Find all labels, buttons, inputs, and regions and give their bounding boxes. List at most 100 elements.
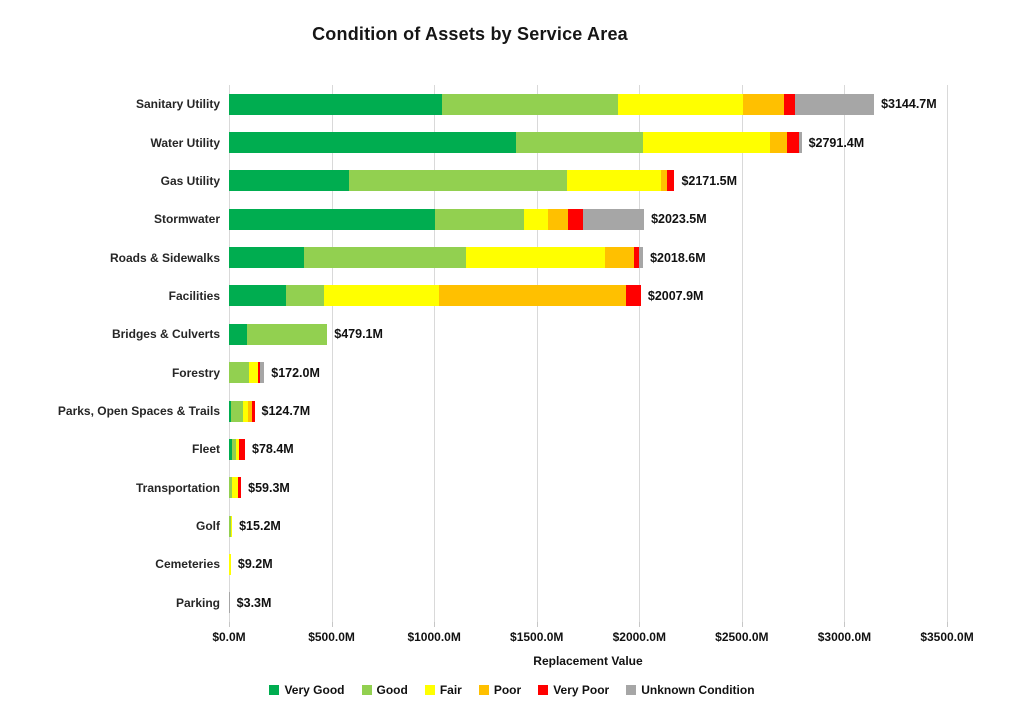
bar-row-parks-open-spaces-trails: Parks, Open Spaces & Trails $124.7M	[0, 392, 1024, 430]
bar-row-stormwater: Stormwater $2023.5M	[0, 200, 1024, 238]
x-axis-tick-label: $1500.0M	[510, 630, 564, 644]
segment-good	[442, 93, 618, 115]
segment-good	[231, 438, 236, 460]
category-label: Fleet	[191, 442, 220, 457]
legend-label: Unknown Condition	[641, 683, 755, 697]
segment-unknown-condition	[582, 208, 645, 230]
segment-very-poor	[568, 208, 583, 230]
segment-very-good	[229, 323, 247, 345]
axis-tick	[741, 622, 743, 627]
segment-good	[229, 477, 233, 499]
segment-good	[231, 400, 243, 422]
category-label: Parks, Open Spaces & Trails	[57, 404, 220, 419]
segment-fair	[242, 400, 249, 422]
category-label: Bridges & Culverts	[111, 327, 220, 342]
category-label: Stormwater	[153, 212, 220, 227]
segment-fair	[229, 553, 231, 575]
total-value-label: $124.7M	[261, 404, 311, 419]
bar-row-bridges-culverts: Bridges & Culverts $479.1M	[0, 315, 1024, 353]
bar-stack	[229, 323, 328, 345]
legend-swatch-icon	[424, 685, 435, 695]
total-value-label: $15.2M	[239, 519, 281, 534]
bar-row-facilities: Facilities $2007.9M	[0, 277, 1024, 315]
segment-fair	[617, 93, 743, 115]
axis-tick	[536, 622, 538, 627]
segment-fair	[643, 132, 770, 154]
x-axis-tick-label: $3000.0M	[817, 630, 872, 644]
bar-row-golf: Golf $15.2M	[0, 507, 1024, 545]
legend: Very Good Good Fair Poor Very Poor Unknown Co…	[0, 683, 1024, 697]
segment-unknown-condition	[229, 592, 230, 614]
total-value-label: $3.3M	[236, 595, 272, 610]
segment-very-poor	[239, 438, 246, 460]
gridline	[434, 85, 436, 622]
axis-tick	[434, 622, 436, 627]
segment-fair	[524, 208, 548, 230]
bar-row-water-utility: Water Utility $2791.4M	[0, 123, 1024, 161]
segment-very-good	[229, 285, 286, 307]
category-label: Facilities	[168, 288, 220, 303]
x-axis-tick-label: $2500.0M	[715, 630, 769, 644]
legend-swatch-icon	[269, 685, 280, 695]
segment-good	[246, 323, 328, 345]
axis-tick	[229, 622, 230, 627]
bar-stack	[229, 438, 246, 460]
segment-very-good	[229, 438, 232, 460]
segment-very-good	[229, 247, 305, 269]
x-axis-tick-label: $2000.0M	[612, 630, 666, 644]
gridline	[331, 85, 333, 622]
total-value-label: $2791.4M	[808, 135, 865, 150]
segment-very-good	[229, 400, 232, 422]
segment-good	[229, 515, 231, 537]
bar-row-transportation: Transportation $59.3M	[0, 469, 1024, 507]
total-value-label: $2023.5M	[651, 212, 707, 227]
bar-stack	[229, 170, 675, 192]
category-label: Roads & Sidewalks	[109, 250, 220, 265]
total-value-label: $2171.5M	[681, 173, 738, 188]
plot-area: Sanitary Utility $3144.7M Water Utility $27…	[0, 85, 1024, 627]
segment-poor	[742, 93, 784, 115]
gridline	[229, 85, 230, 622]
total-value-label: $2018.6M	[650, 250, 706, 265]
segment-unknown-condition	[638, 247, 644, 269]
segment-fair	[249, 362, 259, 384]
bar-stack	[229, 285, 641, 307]
segment-very-poor	[666, 170, 675, 192]
segment-very-poor	[251, 400, 255, 422]
segment-fair	[466, 247, 605, 269]
gridline	[844, 85, 846, 622]
legend-swatch-icon	[478, 685, 489, 695]
segment-poor	[547, 208, 569, 230]
segment-good	[285, 285, 324, 307]
legend-item-unknown-condition: Unknown Condition	[626, 683, 755, 697]
segment-poor	[660, 170, 667, 192]
legend-item-very-good: Very Good	[269, 683, 345, 697]
category-label: Sanitary Utility	[135, 97, 220, 112]
gridline	[947, 85, 948, 622]
x-axis-tick-label: $500.0M	[308, 630, 355, 644]
bar-row-gas-utility: Gas Utility $2171.5M	[0, 162, 1024, 200]
bar-stack	[229, 247, 644, 269]
category-label: Gas Utility	[160, 173, 220, 188]
total-value-label: $9.2M	[237, 557, 273, 572]
segment-very-poor	[787, 132, 800, 154]
bar-row-cemeteries: Cemeteries $9.2M	[0, 545, 1024, 583]
segment-very-good	[229, 132, 517, 154]
bar-stack	[229, 477, 242, 499]
segment-good	[516, 132, 644, 154]
axis-tick	[947, 622, 948, 627]
segment-very-poor	[258, 362, 261, 384]
segment-fair	[235, 438, 240, 460]
legend-item-poor: Poor	[478, 683, 521, 697]
category-label: Parking	[175, 595, 220, 610]
rows-layer: Sanitary Utility $3144.7M Water Utility $27…	[0, 85, 1024, 622]
total-value-label: $172.0M	[271, 365, 320, 380]
total-value-label: $479.1M	[334, 327, 383, 342]
bar-row-roads-sidewalks: Roads & Sidewalks $2018.6M	[0, 238, 1024, 276]
x-axis-tick-label: $3500.0M	[920, 630, 974, 644]
segment-very-poor	[633, 247, 639, 269]
x-axis-tick-label: $1000.0M	[407, 630, 461, 644]
chart-title: Condition of Assets by Service Area	[312, 24, 628, 44]
segment-very-poor	[625, 285, 641, 307]
segment-fair	[230, 515, 233, 537]
